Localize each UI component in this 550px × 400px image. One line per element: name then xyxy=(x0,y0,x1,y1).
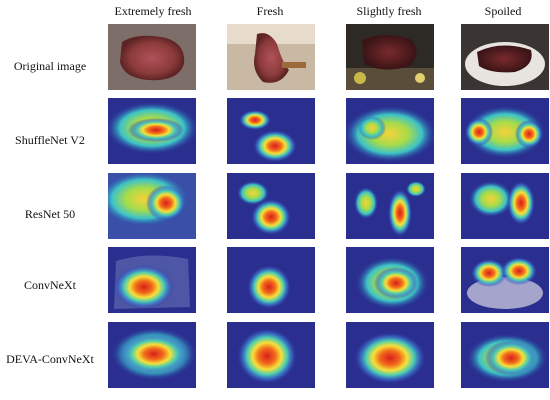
heatmap-deva-convnext-extremely-fresh xyxy=(108,322,196,388)
original-image-slightly-fresh xyxy=(346,24,434,90)
row-label-shufflenet-v2: ShuffleNet V2 xyxy=(15,133,85,147)
heatmap-resnet-slightly-fresh xyxy=(346,173,434,239)
heatmap-resnet-fresh xyxy=(227,173,315,239)
row-label-convnext: ConvNeXt xyxy=(24,278,76,292)
column-label-extremely-fresh: Extremely fresh xyxy=(114,4,192,18)
heatmap-resnet-spoiled xyxy=(461,173,549,239)
heatmap-deva-convnext-spoiled xyxy=(461,322,549,388)
heatmap-convnext-extremely-fresh xyxy=(108,247,196,313)
heatmap-convnext-spoiled xyxy=(461,247,549,313)
heatmap-shufflenet-slightly-fresh xyxy=(346,98,434,164)
heatmap-convnext-slightly-fresh xyxy=(346,247,434,313)
original-image-extremely-fresh xyxy=(108,24,196,90)
row-label-resnet-50: ResNet 50 xyxy=(24,207,76,221)
row-label-deva-convnext: DEVA-ConvNeXt xyxy=(6,352,94,366)
column-label-slightly-fresh: Slightly fresh xyxy=(356,4,422,18)
column-label-fresh: Fresh xyxy=(256,4,284,18)
original-image-spoiled xyxy=(461,24,549,90)
heatmap-resnet-extremely-fresh xyxy=(108,173,196,239)
heatmap-convnext-fresh xyxy=(227,247,315,313)
heatmap-shufflenet-fresh xyxy=(227,98,315,164)
heatmap-deva-convnext-fresh xyxy=(227,322,315,388)
heatmap-shufflenet-spoiled xyxy=(461,98,549,164)
original-image-fresh xyxy=(227,24,315,90)
heatmap-shufflenet-extremely-fresh xyxy=(108,98,196,164)
column-label-spoiled: Spoiled xyxy=(484,4,522,18)
row-label-original-image: Original image xyxy=(13,59,87,73)
heatmap-deva-convnext-slightly-fresh xyxy=(346,322,434,388)
